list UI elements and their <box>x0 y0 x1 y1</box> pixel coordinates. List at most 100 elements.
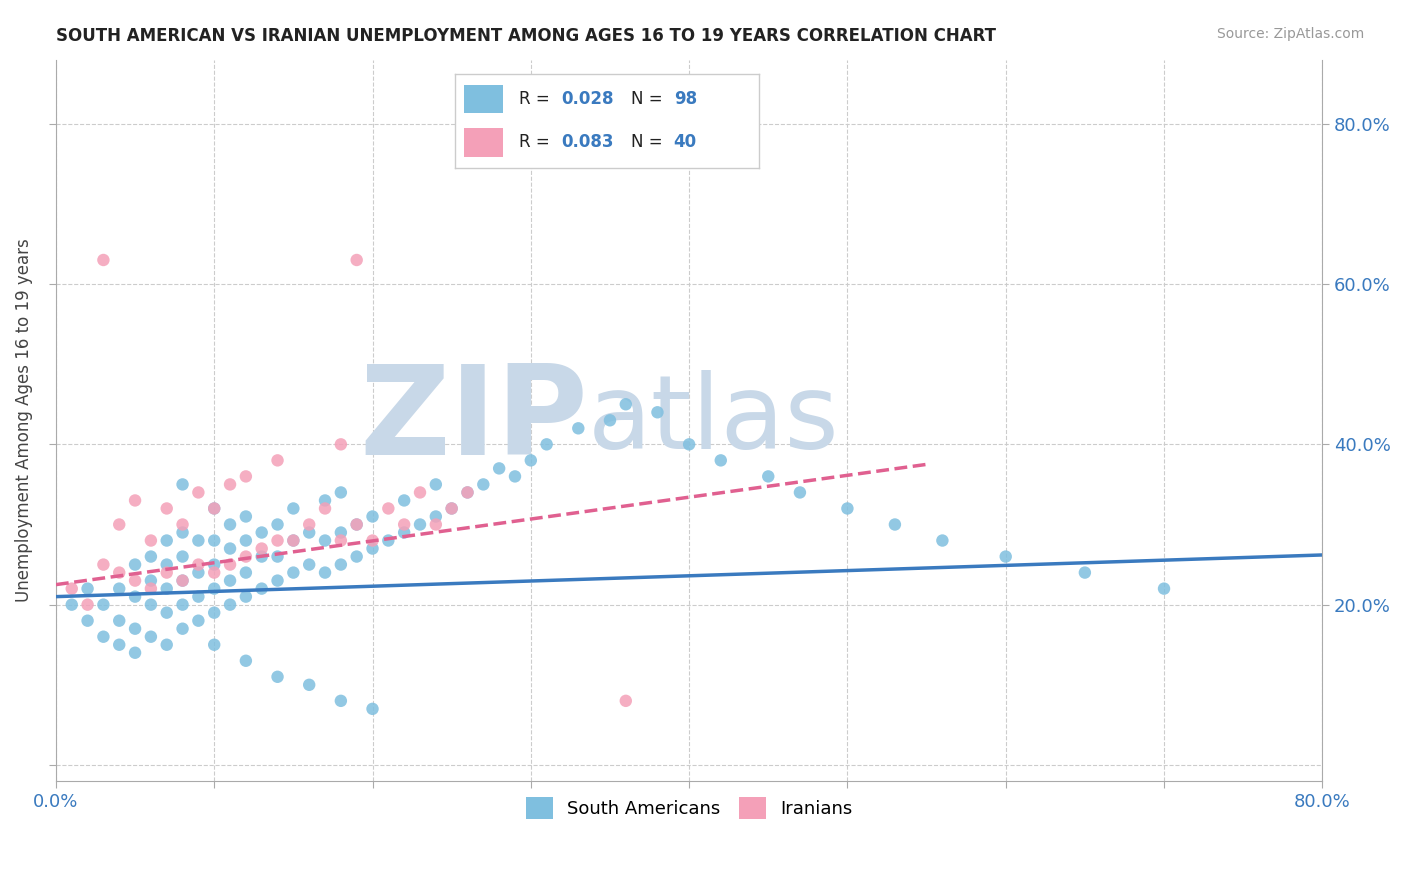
Point <box>124 646 146 660</box>
Point <box>346 549 368 564</box>
Point <box>283 501 305 516</box>
Point <box>314 501 336 516</box>
Point <box>108 517 131 532</box>
Point <box>614 694 637 708</box>
Point <box>250 582 273 596</box>
Point <box>298 678 321 692</box>
Point <box>124 590 146 604</box>
Point <box>93 598 115 612</box>
Point <box>425 509 447 524</box>
Point <box>425 477 447 491</box>
Point <box>219 541 242 556</box>
Point <box>536 437 558 451</box>
Point <box>266 549 288 564</box>
Point <box>283 533 305 548</box>
Point <box>187 485 209 500</box>
Point <box>392 517 415 532</box>
Point <box>520 453 543 467</box>
Point <box>1153 582 1175 596</box>
Point <box>266 453 288 467</box>
Point <box>329 525 352 540</box>
Point <box>266 517 288 532</box>
Point <box>567 421 589 435</box>
Point <box>172 574 194 588</box>
Point <box>250 525 273 540</box>
Point <box>76 614 98 628</box>
Point <box>235 566 257 580</box>
Point <box>314 566 336 580</box>
Point <box>93 558 115 572</box>
Point <box>108 566 131 580</box>
Point <box>837 501 859 516</box>
Point <box>202 533 225 548</box>
Point <box>377 501 399 516</box>
Point <box>298 558 321 572</box>
Point <box>156 558 179 572</box>
Point <box>457 485 479 500</box>
Point <box>219 558 242 572</box>
Point <box>283 533 305 548</box>
Point <box>124 622 146 636</box>
Point <box>202 566 225 580</box>
Point <box>60 582 83 596</box>
Point <box>235 533 257 548</box>
Point <box>76 598 98 612</box>
Point <box>346 252 368 267</box>
Text: atlas: atlas <box>588 370 839 471</box>
Point <box>108 614 131 628</box>
Point <box>710 453 733 467</box>
Text: SOUTH AMERICAN VS IRANIAN UNEMPLOYMENT AMONG AGES 16 TO 19 YEARS CORRELATION CHA: SOUTH AMERICAN VS IRANIAN UNEMPLOYMENT A… <box>56 27 997 45</box>
Point <box>329 437 352 451</box>
Point <box>60 598 83 612</box>
Point <box>219 517 242 532</box>
Point <box>931 533 953 548</box>
Point <box>235 549 257 564</box>
Point <box>156 606 179 620</box>
Point <box>599 413 621 427</box>
Point <box>172 517 194 532</box>
Point <box>172 622 194 636</box>
Point <box>187 566 209 580</box>
Point <box>187 590 209 604</box>
Point <box>187 558 209 572</box>
Point <box>614 397 637 411</box>
Point <box>93 630 115 644</box>
Point <box>250 549 273 564</box>
Point <box>202 606 225 620</box>
Point <box>139 598 162 612</box>
Point <box>377 533 399 548</box>
Point <box>488 461 510 475</box>
Point <box>187 614 209 628</box>
Point <box>266 670 288 684</box>
Point <box>219 598 242 612</box>
Point <box>156 501 179 516</box>
Point <box>457 485 479 500</box>
Point <box>266 533 288 548</box>
Text: ZIP: ZIP <box>359 359 588 481</box>
Point <box>756 469 779 483</box>
Point <box>202 558 225 572</box>
Point <box>425 517 447 532</box>
Point <box>124 574 146 588</box>
Point <box>392 525 415 540</box>
Point <box>314 533 336 548</box>
Point <box>156 566 179 580</box>
Point <box>409 517 432 532</box>
Point <box>219 574 242 588</box>
Point <box>124 558 146 572</box>
Point <box>202 501 225 516</box>
Point <box>329 558 352 572</box>
Y-axis label: Unemployment Among Ages 16 to 19 years: Unemployment Among Ages 16 to 19 years <box>15 238 32 602</box>
Point <box>139 533 162 548</box>
Point <box>139 574 162 588</box>
Point <box>678 437 700 451</box>
Point <box>156 582 179 596</box>
Point <box>156 533 179 548</box>
Point <box>1074 566 1097 580</box>
Text: Source: ZipAtlas.com: Source: ZipAtlas.com <box>1216 27 1364 41</box>
Point <box>440 501 463 516</box>
Legend: South Americans, Iranians: South Americans, Iranians <box>519 789 859 826</box>
Point <box>172 549 194 564</box>
Point <box>219 477 242 491</box>
Point <box>93 252 115 267</box>
